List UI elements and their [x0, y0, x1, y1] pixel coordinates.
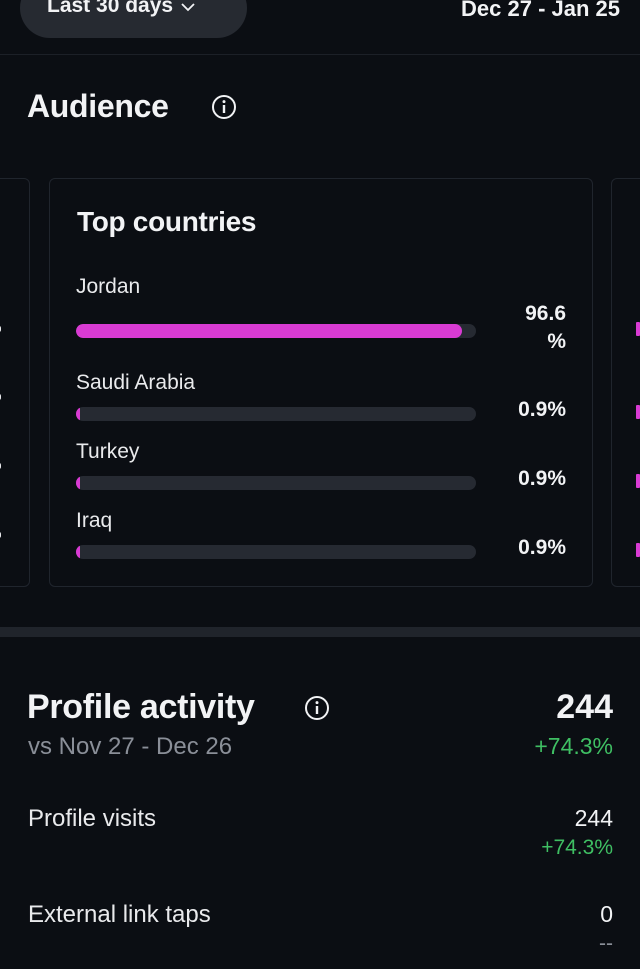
profile-activity-title: Profile activity — [27, 688, 255, 726]
metric-label-profile-visits[interactable]: Profile visits — [28, 805, 157, 832]
country-percent: 0.9% — [518, 467, 566, 490]
country-bar-fill — [76, 545, 80, 559]
peek-marker — [636, 405, 640, 419]
country-percent: 0.9% — [518, 536, 566, 559]
peek-marker — [0, 463, 1, 469]
next-card-peek[interactable] — [611, 178, 640, 587]
country-bar-track — [76, 407, 476, 421]
country-bar-fill — [76, 476, 80, 490]
date-range-selector[interactable]: Last 30 days — [20, 0, 247, 38]
top-countries-card: Top countries Jordan 96.6 % Saudi Arabia… — [49, 178, 593, 587]
country-name: Saudi Arabia — [76, 371, 196, 394]
peek-marker — [0, 326, 1, 332]
country-name: Jordan — [76, 275, 141, 298]
country-percent: 0.9% — [518, 398, 566, 421]
country-bar-track — [76, 476, 476, 490]
country-bar-track — [76, 545, 476, 559]
chevron-down-icon — [181, 3, 195, 12]
peek-marker — [0, 532, 1, 538]
peek-marker — [636, 322, 640, 336]
country-bar-fill — [76, 407, 80, 421]
top-bar: Last 30 days Dec 27 - Jan 25 — [0, 0, 640, 55]
date-range-text: Dec 27 - Jan 25 — [461, 0, 620, 21]
country-bar-fill — [76, 324, 463, 338]
country-name: Turkey — [76, 440, 140, 463]
previous-card-peek[interactable] — [0, 178, 30, 587]
peek-marker — [636, 474, 640, 488]
info-icon[interactable] — [211, 94, 237, 120]
info-icon[interactable] — [304, 695, 330, 721]
date-range-selector-label: Last 30 days — [47, 0, 174, 17]
peek-marker — [0, 394, 1, 400]
metric-change-external-link-taps: -- — [599, 932, 613, 955]
metric-label-external-link-taps[interactable]: External link taps — [28, 901, 211, 928]
profile-activity-change: +74.3% — [534, 733, 613, 759]
metric-value-profile-visits: 244 — [574, 805, 613, 831]
section-divider — [0, 627, 640, 637]
profile-activity-total: 244 — [556, 688, 613, 726]
metric-change-profile-visits: +74.3% — [541, 836, 613, 859]
peek-marker — [636, 543, 640, 557]
country-percent: 96.6 % — [525, 302, 566, 353]
metric-value-external-link-taps: 0 — [600, 901, 613, 927]
country-bar-track — [76, 324, 476, 338]
comparison-period: vs Nov 27 - Dec 26 — [28, 733, 233, 760]
country-name: Iraq — [76, 509, 113, 532]
top-countries-title: Top countries — [77, 206, 257, 237]
audience-title: Audience — [27, 88, 169, 124]
